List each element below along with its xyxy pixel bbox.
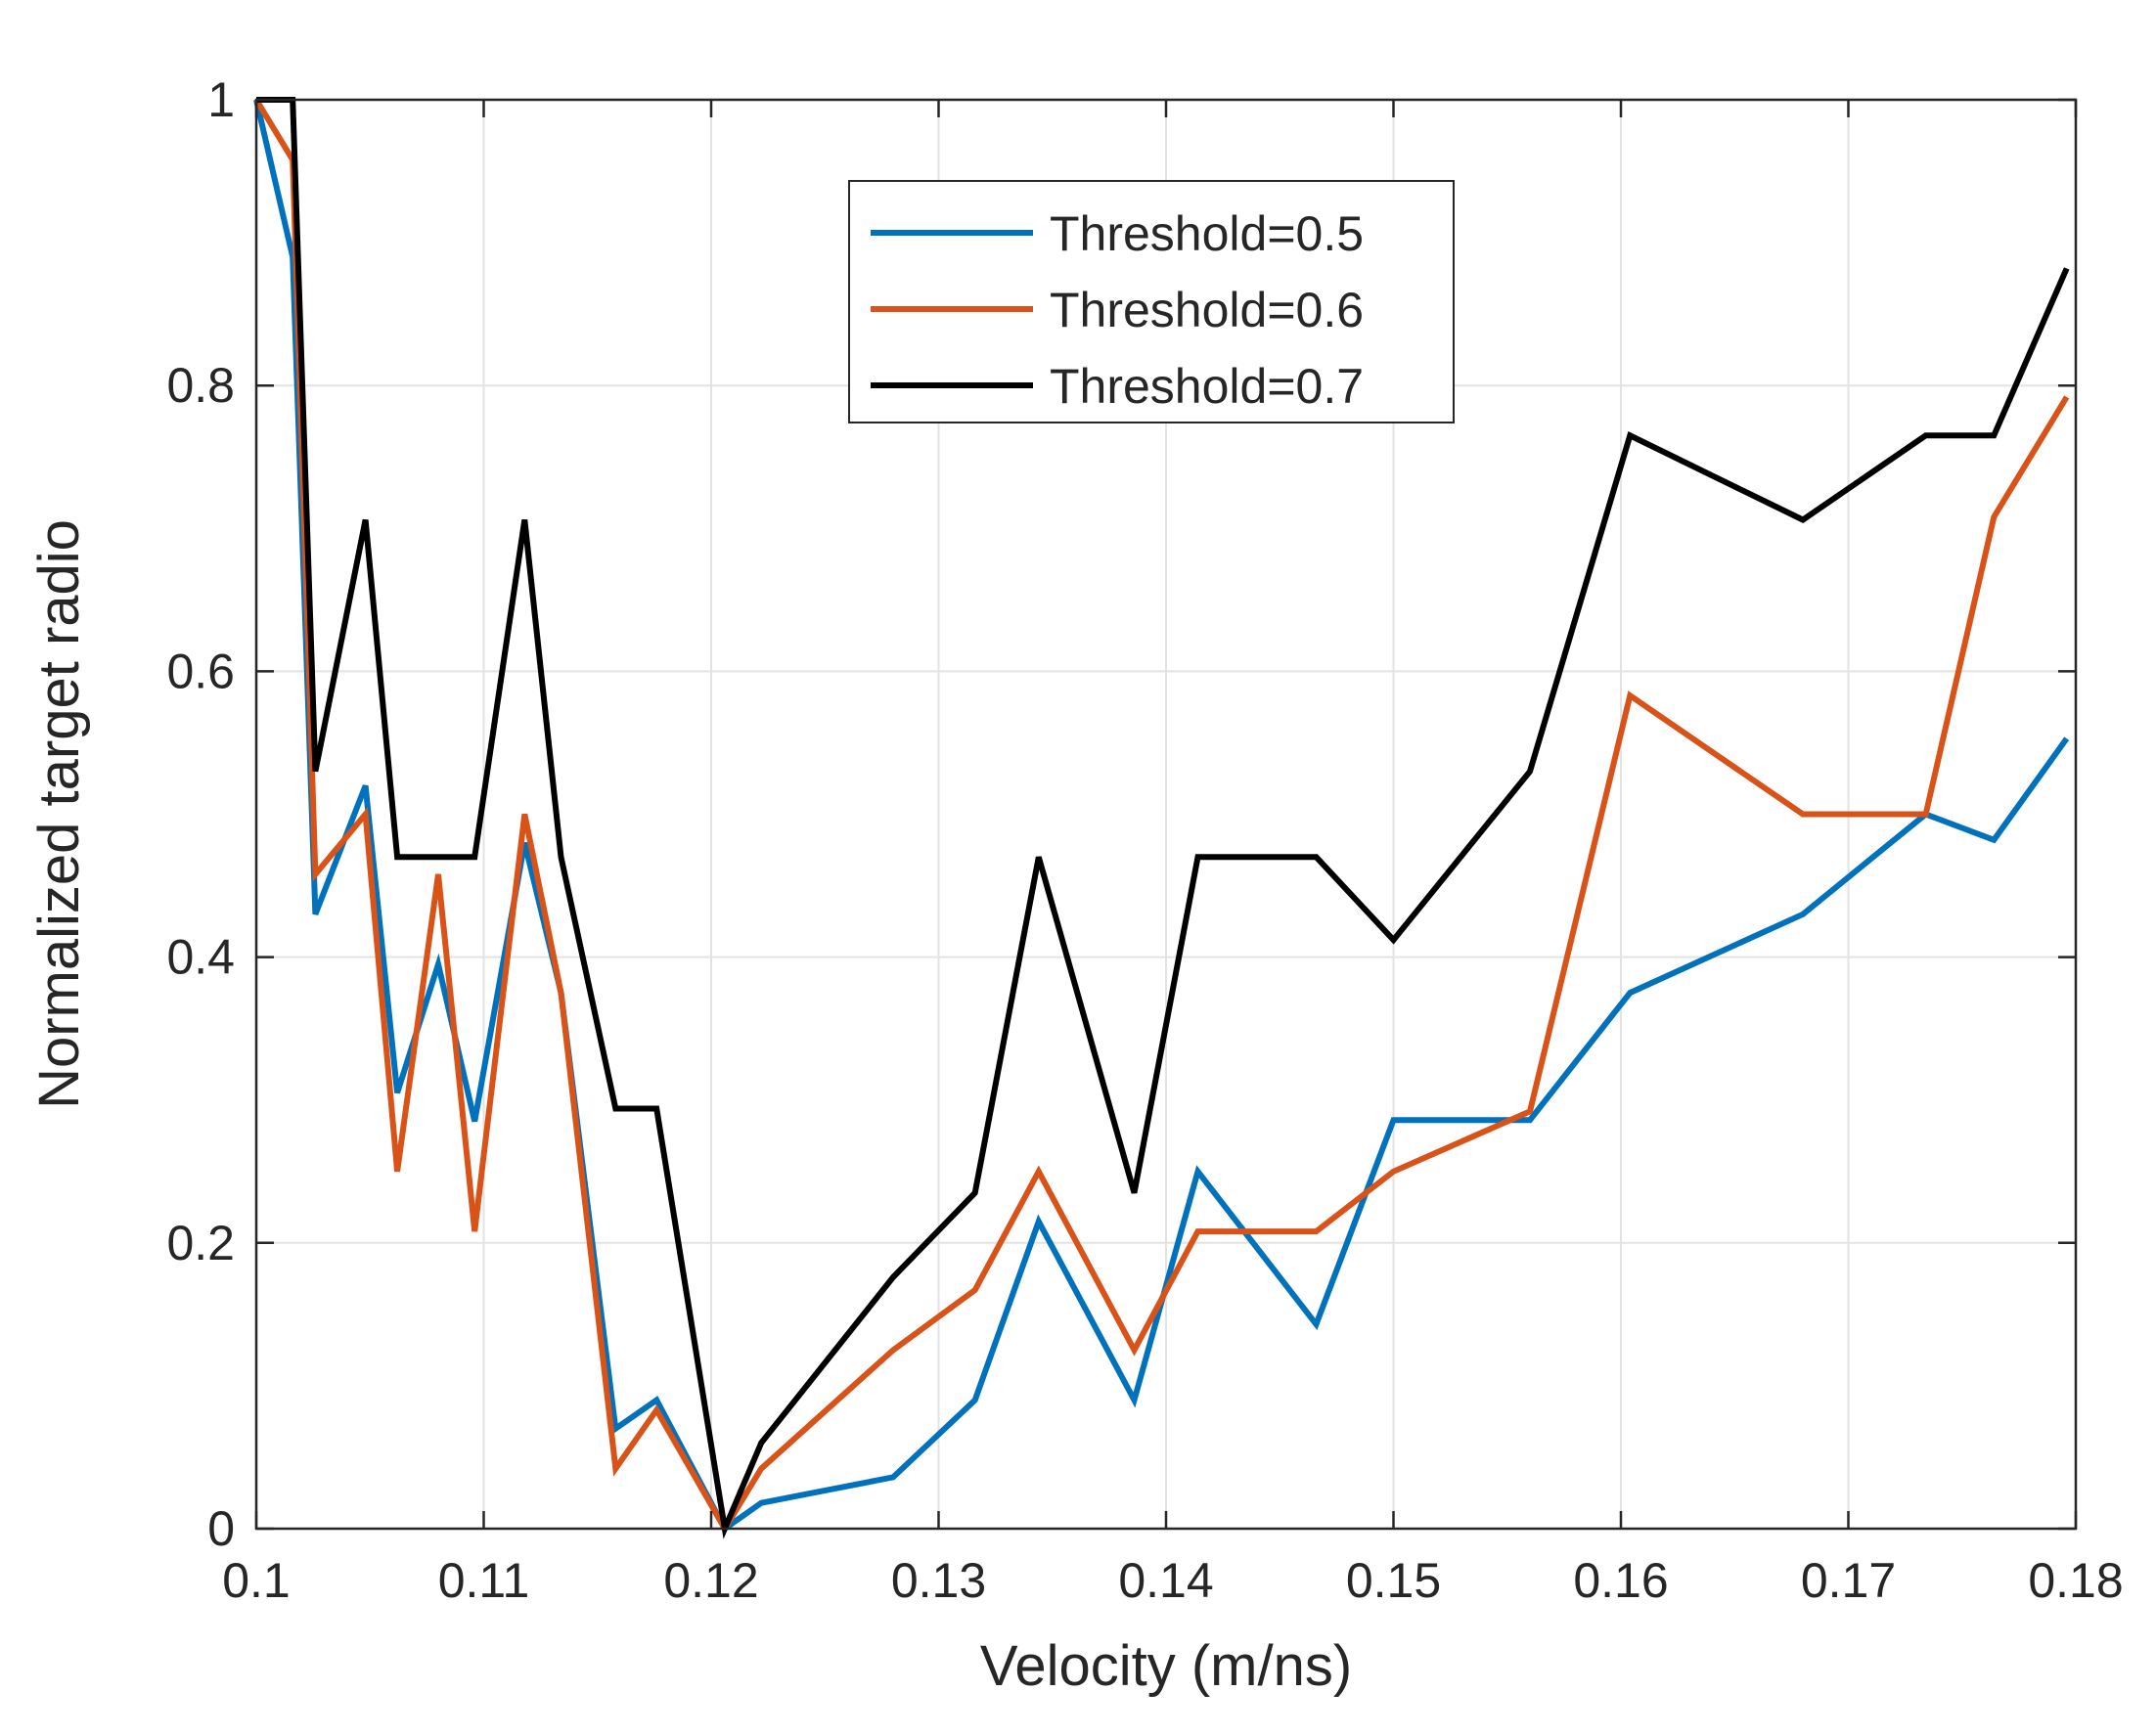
ticks: 0.1 0.11 0.12 0.13 0.14 0.15 0.16 0.17 0.18 0 0.2 0…: [166, 72, 2123, 1608]
y-tick-label: 0: [207, 1501, 235, 1556]
legend-label-2: Threshold=0.6: [1050, 283, 1364, 337]
legend-box: [848, 180, 1455, 423]
x-axis-title: Velocity (m/ns): [980, 1634, 1352, 1698]
x-tick-label: 0.14: [1118, 1553, 1213, 1608]
legend-label-1: Threshold=0.5: [1050, 206, 1364, 261]
legend-items: Threshold=0.5 Threshold=0.6 Threshold=0.7: [871, 206, 1364, 414]
x-tick-label: 0.11: [438, 1553, 530, 1608]
series-line-2: [253, 98, 2070, 1535]
legend-label-3: Threshold=0.7: [1050, 359, 1364, 414]
x-tick-label: 0.16: [1573, 1553, 1668, 1608]
x-tick-label: 0.18: [2028, 1553, 2123, 1608]
x-tick-label: 0.12: [663, 1553, 758, 1608]
y-tick-label: 0.6: [166, 644, 235, 698]
y-tick-label: 0.8: [166, 358, 235, 413]
series-lines: [253, 97, 2070, 1539]
legend: Threshold=0.5 Threshold=0.6 Threshold=0.7: [848, 180, 1455, 423]
x-tick-label: 0.1: [222, 1553, 291, 1608]
y-tick-label: 1: [207, 72, 235, 127]
series-line-3: [256, 97, 2070, 1539]
y-axis-title: Normalized target radio: [27, 519, 91, 1109]
y-tick-label: 0.2: [166, 1216, 235, 1270]
x-tick-label: 0.17: [1801, 1553, 1896, 1608]
series-line-1: [253, 99, 2070, 1534]
y-tick-label: 0.4: [166, 930, 235, 985]
x-tick-label: 0.15: [1346, 1553, 1441, 1608]
x-tick-label: 0.13: [891, 1553, 986, 1608]
